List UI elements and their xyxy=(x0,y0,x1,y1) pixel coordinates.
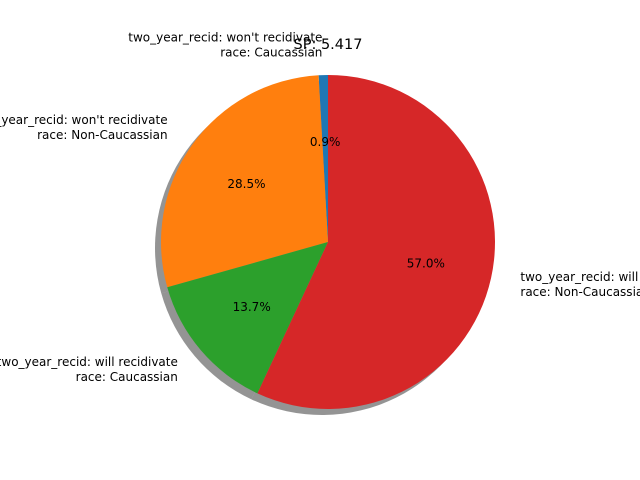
pie-percent-label-1: 28.5% xyxy=(227,177,265,191)
pie-category-label-line: race: Non-Caucassian xyxy=(520,285,640,299)
pie-category-label-line: race: Non-Caucassian xyxy=(37,128,167,142)
pie-category-labels: two_year_recid: won't recidivate race: Ca… xyxy=(0,31,640,385)
pie-slice-0 xyxy=(318,75,328,242)
pie-percent-label-2: 13.7% xyxy=(233,300,271,314)
pie-slices xyxy=(161,74,495,409)
pie-slice-1 xyxy=(161,75,328,288)
pie-category-label-line: two_year_recid: will recidivate xyxy=(0,355,178,369)
pie-percent-label-0: 0.9% xyxy=(310,135,341,149)
pie-category-label-line: two_year_recid: won't recidivate xyxy=(0,113,168,127)
pie-slice-2 xyxy=(167,242,328,394)
pie-category-label-2: two_year_recid: will recidivate race: Cau… xyxy=(0,355,178,384)
pie-category-label-0: two_year_recid: won't recidivate race: Ca… xyxy=(128,31,322,60)
pie-category-label-line: two_year_recid: won't recidivate xyxy=(128,31,322,45)
chart-title: SP: 5.417 xyxy=(294,37,363,53)
pie-category-label-line: two_year_recid: will recidivate xyxy=(520,270,640,284)
pie-percent-labels: 0.9% 28.5% 13.7% 57.0% xyxy=(227,135,445,314)
pie-percent-label-3: 57.0% xyxy=(407,257,445,271)
pie-category-label-line: race: Caucassian xyxy=(76,370,178,384)
pie-slice-3 xyxy=(257,74,495,409)
pie-category-label-line: race: Caucassian xyxy=(220,46,322,60)
